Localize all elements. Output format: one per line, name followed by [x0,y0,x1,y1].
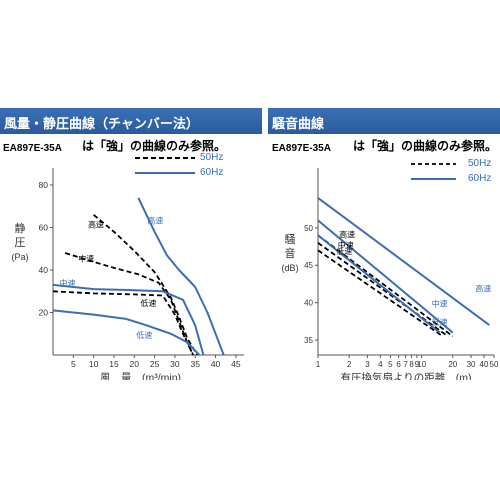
x-tick-label: 45 [231,359,241,369]
y-tick-label: 50 [304,224,313,233]
x-tick-label: 20 [448,360,457,369]
right-legend-50hz-label: 50Hz [468,158,492,169]
series-line-60hz [52,283,205,356]
right-panel-title: 騒音曲線 [272,117,325,132]
speed-annotation: 中速 [432,298,448,308]
x-tick-label: 40 [480,360,489,369]
series-line-60hz [317,219,454,334]
speed-annotation: 高速 [88,220,104,230]
left-legend-60hz-label: 60Hz [200,167,224,178]
x-tick-label: 2 [347,360,352,369]
x-tick-label: 7 [403,360,408,369]
series-line-60hz [137,197,225,356]
y-axis-label: 圧 [15,237,26,249]
series-line-50hz [317,249,444,338]
x-tick-label: 6 [396,360,401,369]
x-tick-label: 35 [190,359,200,369]
y-axis-label: 静 [15,221,26,235]
left-legend [135,157,195,174]
left-panel-title: 風量・静圧曲線（チャンバー法） [4,117,199,132]
x-tick-label: 30 [170,359,180,369]
airflow-pressure-chart: 5 10 15 20 25 30 35 40 45 20 40 60 80 風 量 (m³/min) 静圧 (… [11,168,244,380]
left-legend-50hz-label: 50Hz [200,152,224,163]
x-tick-label: 10 [89,359,99,369]
speed-annotation: 中速 [78,254,94,264]
y-tick-label: 40 [39,265,49,275]
speed-annotation: 低速 [140,298,156,308]
x-tick-label: 50 [490,360,499,369]
x-tick-label: 25 [150,359,160,369]
left-model-number: EA897E-35A [3,143,62,154]
series-line-60hz [52,309,201,356]
speed-annotation: 中速 [338,240,354,250]
x-tick-label: 5 [388,360,393,369]
x-tick-label: 40 [211,359,221,369]
x-tick-label: 1 [316,360,321,369]
x-tick-label: 5 [71,359,76,369]
x-tick-label: 3 [365,360,370,369]
x-tick-label: 4 [378,360,383,369]
y-tick-label: 45 [304,261,313,270]
speed-annotation: 低速 [136,330,152,340]
y-axis-label: 騒 [285,233,296,246]
series-line-60hz [317,234,441,334]
x-tick-label: 15 [109,359,119,369]
speed-annotation: 高速 [339,230,355,240]
x-tick-label: 10 [417,360,426,369]
right-reference-note: は「強」の曲線のみ参照。 [353,139,498,153]
speed-annotation: 低速 [432,317,448,327]
y-tick-label: 20 [39,308,49,318]
x-tick-label: 30 [467,360,476,369]
right-legend [411,163,456,180]
y-tick-label: 60 [39,223,49,233]
y-tick-label: 80 [39,180,49,190]
x-axis-label: 風 量 (m³/min) [100,372,181,380]
x-tick-label: 20 [130,359,140,369]
x-tick-label: 9 [415,360,420,369]
series-line-60hz [317,197,490,326]
right-panel-header-band [268,108,500,134]
series-line-50hz [64,252,195,356]
right-legend-60hz-label: 60Hz [468,173,492,184]
speed-annotation: 高速 [147,215,163,225]
speed-annotation: 中速 [60,278,76,288]
speed-annotation: 低速 [336,246,352,256]
y-tick-label: 35 [304,336,313,345]
y-axis-label: 音 [285,246,296,260]
x-tick-label: 8 [409,360,414,369]
series-line-50hz [93,214,199,356]
series-line-50hz [52,290,195,356]
series-line-50hz [317,242,449,338]
y-tick-label: 40 [304,299,313,308]
left-reference-note: は「強」の曲線のみ参照。 [82,139,227,153]
y-axis-label: (Pa) [11,252,28,262]
right-model-number: EA897E-35A [272,143,331,154]
y-axis-label: (dB) [281,263,298,273]
speed-annotation: 高速 [475,283,491,293]
left-panel-header-band [0,108,262,134]
x-axis-label: 有圧換気扇よりの距離 (m) [340,371,471,380]
